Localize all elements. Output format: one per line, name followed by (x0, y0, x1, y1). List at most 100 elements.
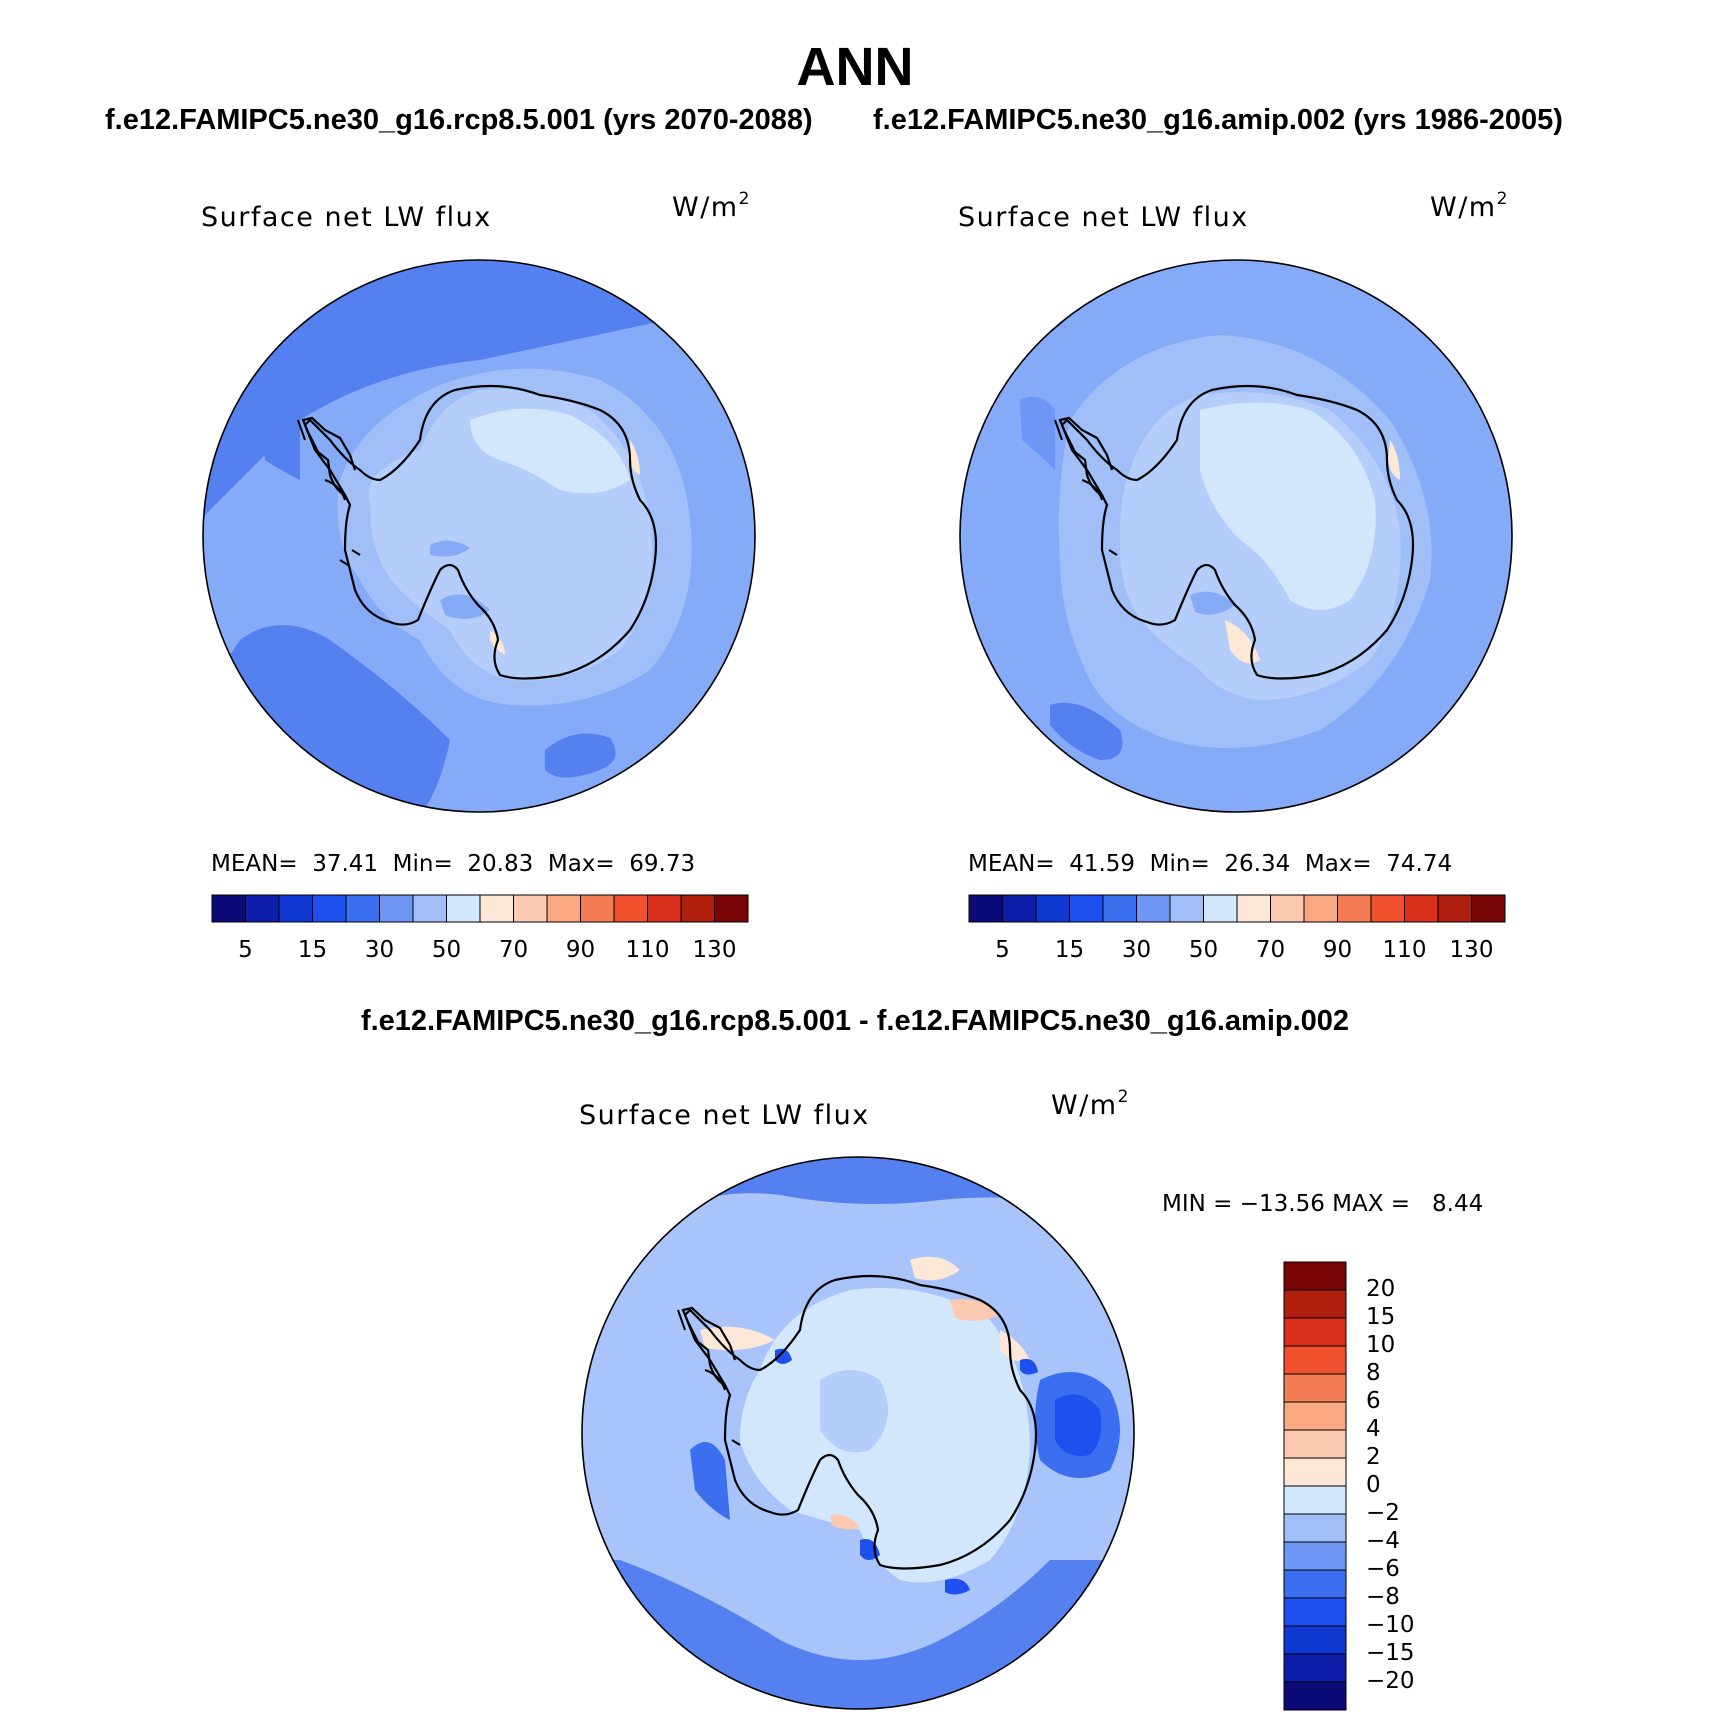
colorbar-panel2-tick-label: 30 (1122, 937, 1151, 963)
colorbar-panel2-swatch (1169, 894, 1204, 923)
panel3-land-light (740, 1288, 1030, 1583)
colorbar-panel1-swatch (479, 894, 514, 923)
colorbar-diff-tick-label: −6 (1366, 1556, 1400, 1582)
colorbar-diff-tick-label: −2 (1366, 1500, 1400, 1526)
diff-title: f.e12.FAMIPC5.ne30_g16.rcp8.5.001 - f.e1… (360, 1005, 1350, 1037)
panel3-warm-patch-1 (910, 1256, 960, 1281)
colorbar-diff-swatch (1283, 1457, 1347, 1487)
colorbar-diff-swatch (1283, 1653, 1347, 1683)
colorbar-diff-tick-label: −8 (1366, 1584, 1400, 1610)
colorbar-diff-swatch (1283, 1681, 1347, 1711)
panel1-units-label: W/m2 (672, 189, 751, 223)
colorbar-diff-tick-label: 0 (1366, 1472, 1381, 1498)
colorbar-panel1-swatch (379, 894, 414, 923)
colorbar-panel1: 5 15 30 50 70 90 110 130 (211, 894, 749, 963)
colorbar-panel2-swatch (1035, 894, 1070, 923)
panel2-units-label: W/m2 (1430, 189, 1509, 223)
colorbar-panel2-tick-label: 5 (995, 937, 1010, 963)
panel3-units-label: W/m2 (1051, 1087, 1130, 1121)
colorbar-panel2-swatch (1069, 894, 1104, 923)
panel3-blue-spot-4 (1020, 1358, 1038, 1375)
panel2-ross-dark (1190, 591, 1235, 615)
case-title-right: f.e12.FAMIPC5.ne30_g16.amip.002 (yrs 198… (873, 104, 1563, 136)
colorbar-diff-swatch (1283, 1569, 1347, 1599)
panel3-warm-patch-3 (1000, 1330, 1030, 1362)
colorbar-panel2-swatch (1303, 894, 1338, 923)
colorbar-panel2-swatch (1437, 894, 1472, 923)
colorbar-diff-swatch (1283, 1373, 1347, 1403)
colorbar-panel1-swatch (680, 894, 715, 923)
panel1-interior-light (470, 408, 630, 494)
colorbar-panel2-swatch (1002, 894, 1037, 923)
colorbar-panel2-tick-label: 130 (1450, 937, 1494, 963)
panel2-south-dark-patch (1050, 702, 1123, 760)
colorbar-panel1-tick-label: 5 (238, 937, 253, 963)
panel2-warm-spot-east (1388, 440, 1400, 480)
panel1-north-dark-region (203, 260, 755, 520)
colorbar-panel2-tick-label: 90 (1323, 937, 1352, 963)
colorbar-panel2-swatch (1236, 894, 1271, 923)
panel2-map (960, 260, 1512, 812)
main-title: ANN (796, 37, 914, 97)
panel3-map-border (581, 1156, 1135, 1710)
panel1-map (203, 260, 755, 812)
colorbar-panel2-tick-label: 110 (1383, 937, 1427, 963)
colorbar-panel2-tick-label: 70 (1256, 937, 1285, 963)
case-title-left: f.e12.FAMIPC5.ne30_g16.rcp8.5.001 (yrs 2… (105, 104, 813, 136)
colorbar-panel1-swatch (647, 894, 682, 923)
colorbar-panel2-tick-label: 15 (1055, 937, 1084, 963)
panel1-islands (297, 419, 361, 566)
colorbar-panel2: 5 15 30 50 70 90 110 130 (968, 894, 1506, 963)
colorbar-diff-swatch (1283, 1345, 1347, 1375)
colorbar-panel1-tick-label: 130 (693, 937, 737, 963)
colorbar-diff-tick-label: 4 (1366, 1416, 1381, 1442)
colorbar-panel2-swatch (1404, 894, 1439, 923)
colorbar-panel1-swatch (580, 894, 615, 923)
panel1-warm-spot-east (628, 440, 640, 475)
colorbar-panel1-swatch (513, 894, 548, 923)
panel3-variable-label: Surface net LW flux (579, 1100, 870, 1131)
panel2-variable-label: Surface net LW flux (958, 202, 1249, 233)
colorbar-panel2-swatch (1203, 894, 1238, 923)
colorbar-diff-swatch (1283, 1429, 1347, 1459)
colorbar-panel2-tick-label: 50 (1189, 937, 1218, 963)
colorbar-diff-swatch (1283, 1289, 1347, 1319)
colorbar-diff-swatch (1283, 1401, 1347, 1431)
colorbar-panel2-swatch (1337, 894, 1372, 923)
colorbar-panel1-tick-label: 70 (499, 937, 528, 963)
colorbar-diff-swatch (1283, 1541, 1347, 1571)
colorbar-diff-tick-label: 10 (1366, 1332, 1395, 1358)
panel2-interior-light (1200, 402, 1376, 610)
panel2-coastline (1060, 384, 1415, 680)
colorbar-diff-tick-label: 2 (1366, 1444, 1381, 1470)
colorbar-panel1-swatch (312, 894, 347, 923)
colorbar-panel1-swatch (714, 894, 749, 923)
panel3-warm-patch-2 (950, 1299, 1000, 1321)
colorbar-diff-tick-label: 6 (1366, 1388, 1381, 1414)
colorbar-panel2-swatch (1102, 894, 1137, 923)
panel3-east-deep-region (1055, 1394, 1102, 1456)
colorbar-diff-tick-label: −20 (1366, 1668, 1415, 1694)
colorbar-diff-tick-label: 15 (1366, 1304, 1395, 1330)
colorbar-diff-swatch (1283, 1485, 1347, 1515)
panel2-stats: MEAN= 41.59 Min= 26.34 Max= 74.74 (968, 851, 1453, 877)
colorbar-panel2-swatch (1136, 894, 1171, 923)
panel3-blue-spot-1 (775, 1348, 792, 1364)
panel1-interior-dark-spot (430, 540, 470, 557)
panel3-islands (677, 1309, 741, 1446)
colorbar-panel1-swatch (345, 894, 380, 923)
colorbar-panel1-tick-label: 50 (432, 937, 461, 963)
colorbar-panel1-swatch (446, 894, 481, 923)
colorbar-panel1-swatch (211, 894, 246, 923)
colorbar-diff-swatch (1283, 1513, 1347, 1543)
panel2-west-strip (1020, 396, 1055, 470)
panel1-west-dark-strip (260, 410, 300, 480)
colorbar-panel1-swatch (278, 894, 313, 923)
panel3-coastline (683, 1274, 1038, 1570)
colorbar-panel2-swatch (1370, 894, 1405, 923)
colorbar-panel1-tick-label: 90 (566, 937, 595, 963)
colorbar-panel1-tick-label: 15 (298, 937, 327, 963)
colorbar-diff-tick-label: 20 (1366, 1276, 1395, 1302)
